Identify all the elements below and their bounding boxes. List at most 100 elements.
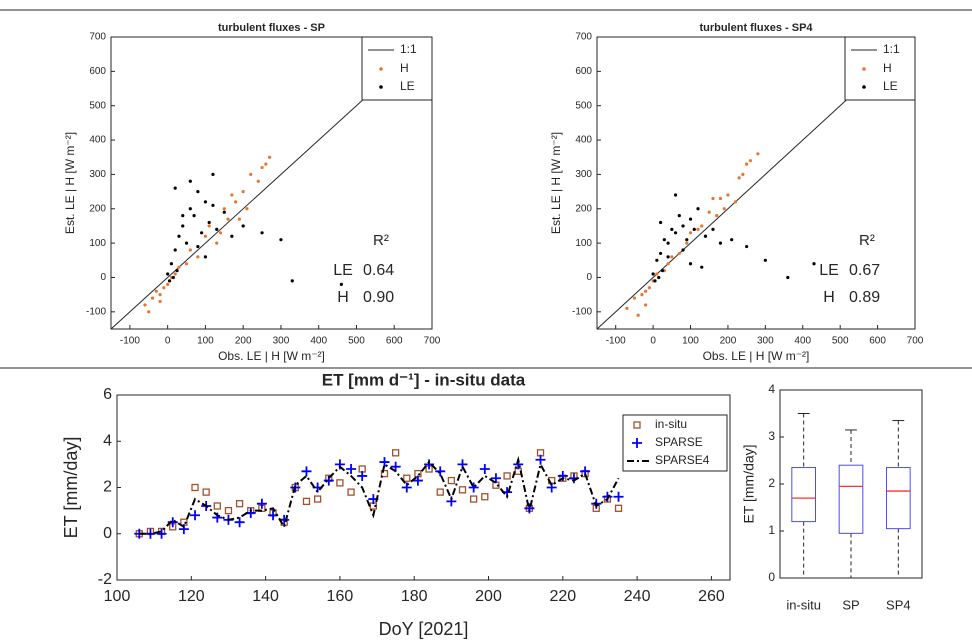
data-marker [346,464,357,474]
annotation-value: 0.90 [363,289,394,306]
box [791,467,816,523]
x-tick-label: 260 [698,588,725,605]
scatter-point [158,293,162,297]
scatter-point [171,275,175,280]
annotation-label: H [823,289,835,306]
y-tick-label: 4 [103,432,112,449]
scatter-point [700,224,704,228]
box [886,467,911,530]
scatter-point [745,162,749,166]
x-tick-label: 240 [624,588,651,605]
scatter-point [703,234,708,238]
scatter-point [688,262,693,266]
scatter-point [685,241,689,245]
scatter-point [681,224,685,228]
scatter-point [218,231,223,235]
x-axis-label: DoY [2021] [379,619,469,639]
x-tick-label: 600 [386,336,403,347]
scatter-point [707,210,711,214]
scatter-point [688,231,693,235]
legend-label: SPARSE4 [655,453,710,467]
y-tick-label: 4 [768,382,775,396]
data-marker [436,488,444,496]
y-tick-label: 300 [575,169,592,180]
scatter-point [681,248,685,252]
x-tick-label: 200 [475,588,502,605]
scatter-point [677,251,681,256]
annotation-label: LE [333,262,353,279]
scatter-point [207,224,211,228]
y-tick-label: 200 [89,203,106,214]
scatter-point [722,207,726,211]
data-marker [302,497,311,506]
data-marker [379,457,390,468]
x-tick-label: 160 [327,588,354,605]
legend-label: in-situ [655,417,687,431]
annotation-value: 0.64 [363,262,394,279]
scatter-point [222,210,226,214]
scatter-point [625,306,629,310]
y-tick-label: 0 [100,272,106,283]
axes-box [110,36,433,330]
scatter-point [640,293,644,297]
scatter-point [196,244,200,249]
x-tick-label: 100 [682,336,699,347]
legend-label: H [883,61,892,75]
scatter-point [673,193,678,197]
legend-label: SPARSE [655,435,703,449]
series-line [139,455,620,535]
x-tick-label: 300 [757,336,774,347]
scatter-point [215,241,219,245]
y-axis-label: ET [mm/day] [61,437,81,539]
data-marker [535,454,546,465]
legend-box [844,36,916,101]
data-marker [156,528,167,539]
scatter-point [188,179,192,183]
scatter-point [260,165,264,170]
scatter-point [666,255,670,259]
y-tick-label: 100 [89,238,106,249]
scatter-point [339,282,343,286]
y-tick-label: -100 [86,306,106,317]
x-tick-label: 120 [178,588,205,605]
x-tick-label: 700 [424,336,441,347]
data-marker [357,470,368,481]
x-tick-label: 200 [235,336,252,347]
scatter-point [673,231,678,235]
data-marker [390,461,401,472]
scatter-point [264,162,268,166]
scatter-point [169,262,174,266]
data-marker [458,486,467,494]
scatter-point [173,186,177,190]
axes-box [596,36,916,330]
annotation-title: R² [859,232,875,249]
annotation-value: 0.67 [849,262,880,279]
legend-marker [632,438,642,448]
y-tick-label: 700 [575,32,592,43]
scatter-point [188,248,192,252]
data-marker [503,472,511,480]
scatter-point [666,241,670,245]
y-axis-label: Est. LE | H [W m⁻²] [63,132,77,234]
y-tick-label: 0 [103,525,112,542]
scatter-point [241,189,245,194]
chart-title: ET [mm d⁻¹] - in-situ data [322,370,526,389]
legend-label: H [400,61,409,75]
x-axis-label: Obs. LE | H [W m⁻²] [218,349,325,363]
scatter-point [200,231,204,235]
scatter-point [748,159,752,163]
x-tick-label: in-situ [786,597,821,612]
legend-label: 1:1 [883,42,900,56]
scatter-point [715,214,719,218]
scatter-point [726,193,730,197]
scatter-point [700,265,704,269]
scatter-point [203,234,208,238]
annotation-value: 0.89 [849,289,880,306]
scatter-point [745,244,749,249]
x-tick-label: 300 [273,336,290,347]
scatter-point [173,272,177,276]
scatter-point [143,303,147,307]
scatter-point [245,207,249,211]
